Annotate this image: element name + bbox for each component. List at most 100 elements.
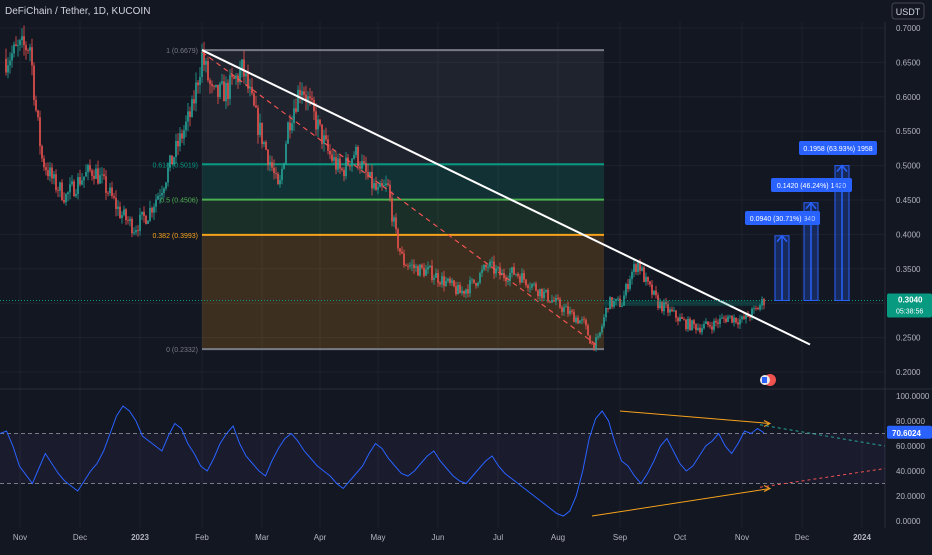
candle-body [531,284,533,288]
candle-body [619,298,621,307]
candle-body [441,276,443,285]
candle-body [273,167,275,174]
candle-body [299,89,301,96]
candle-body [439,282,441,285]
candle-body [737,322,739,325]
candle-body [329,150,331,155]
candle-body [39,117,41,147]
candle-body [503,272,505,279]
candle-body [269,162,271,166]
candle-body [581,319,583,321]
flag-icon[interactable] [760,374,776,386]
candle-body [755,307,757,309]
candle-body [717,322,719,324]
candle-body [315,111,317,130]
candle-body [641,267,643,271]
candle-body [671,309,673,312]
candle-body [209,80,211,85]
candle-body [371,171,373,189]
candle-body [25,45,27,51]
candle-body [285,143,287,164]
currency-button[interactable]: USDT [891,2,925,20]
candle-body [259,122,261,135]
candle-body [117,206,119,209]
candle-body [423,267,425,276]
candle-body [277,173,279,185]
rsi-y-tick-label: 60.0000 [896,442,925,451]
candle-body [649,281,651,285]
candle-body [323,135,325,144]
candle-body [173,157,175,165]
divergence-line [591,488,771,517]
range-box [604,300,764,306]
candle-body [425,269,427,276]
candle-body [235,75,237,79]
candle-body [621,305,623,307]
candle-body [283,163,285,169]
candle-body [651,284,653,295]
candle-body [679,317,681,322]
candle-body [55,174,57,190]
x-tick-label: 2024 [853,533,871,542]
candle-body [741,316,743,320]
candle-body [417,266,419,276]
candle-body [535,283,537,291]
candle-body [317,119,319,130]
candle-body [589,335,591,344]
y-tick-label: 0.7000 [896,24,921,33]
projection-label-bg [771,178,852,192]
candle-body [133,232,135,234]
candle-body [159,195,161,197]
candle-body [163,188,165,193]
candle-body [491,261,493,263]
candle-body [405,265,407,267]
candle-body [631,271,633,280]
candle-body [475,283,477,286]
candle-body [245,73,247,77]
candle-body [109,187,111,194]
candle-body [243,59,245,77]
candle-body [79,177,81,185]
candle-body [35,99,37,111]
x-tick-label: May [370,533,385,542]
candle-body [169,155,171,168]
rsi-value: 70.6024 [892,429,921,438]
candle-body [225,82,227,102]
candle-body [231,75,233,77]
candle-body [107,192,109,194]
candle-body [505,278,507,282]
x-tick-label: Sep [613,533,628,542]
fib-level-label: 0.382 (0.3993) [152,233,198,240]
candle-body [265,142,267,150]
candle-body [361,161,363,169]
candle-body [397,229,399,249]
candle-body [309,96,311,99]
candle-body [233,76,235,79]
candle-body [181,133,183,139]
candle-body [195,82,197,104]
candle-body [393,217,395,222]
candle-body [247,73,249,89]
candle-body [103,174,105,177]
candle-body [433,277,435,280]
candle-body [577,317,579,324]
y-tick-label: 0.5500 [896,127,921,136]
candle-body [607,308,609,310]
candle-body [579,320,581,324]
candle-body [5,58,7,73]
candle-body [365,163,367,173]
candle-body [401,251,403,254]
candle-body [251,86,253,94]
candle-body [699,327,701,333]
candle-body [445,280,447,286]
candle-body [257,107,259,135]
candle-body [185,121,187,131]
candle-body [663,302,665,312]
candle-body [137,230,139,232]
candle-body [529,287,531,289]
x-tick-label: Mar [255,533,269,542]
candle-body [653,290,655,295]
candle-body [111,187,113,197]
